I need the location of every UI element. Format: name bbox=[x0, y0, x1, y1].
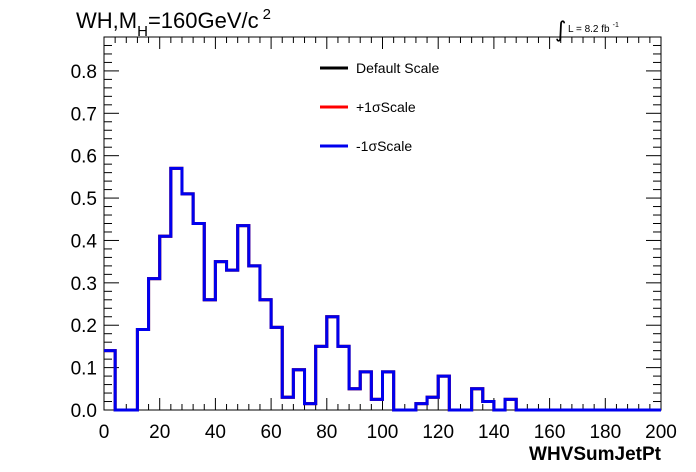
y-tick-label: 0.6 bbox=[71, 147, 97, 168]
legend-label-1: +1σScale bbox=[356, 99, 416, 115]
title-main: WH,M bbox=[76, 8, 137, 33]
y-tick-label: 0.2 bbox=[71, 316, 97, 337]
y-tick-label: 0.7 bbox=[71, 104, 97, 125]
y-tick-label: 0.3 bbox=[71, 274, 97, 295]
x-tick-label: 120 bbox=[422, 422, 454, 443]
y-tick-label: 0.0 bbox=[71, 401, 97, 422]
y-tick-label: 0.4 bbox=[71, 231, 98, 252]
x-tick-label: 140 bbox=[478, 422, 510, 443]
x-tick-label: 20 bbox=[149, 422, 170, 443]
y-tick-label: 0.1 bbox=[71, 359, 97, 380]
series-line-2 bbox=[104, 166, 661, 412]
x-tick-label: 160 bbox=[534, 422, 566, 443]
axis-tick-labels: 0 20 40 60 80 100 120 140 160 180 200 0.0 0.1 0.2 0.3 0… bbox=[71, 62, 677, 443]
x-tick-label: 200 bbox=[645, 422, 677, 443]
x-tick-label: 180 bbox=[589, 422, 621, 443]
lumi-superscript: -1 bbox=[613, 22, 619, 29]
x-tick-label: 40 bbox=[205, 422, 226, 443]
lumi-label: L = 8.2 fb -1 bbox=[568, 22, 619, 35]
lumi-text: L = 8.2 fb bbox=[568, 24, 610, 35]
lumi-integral-sign: ∫ bbox=[555, 18, 566, 43]
x-tick-label: 100 bbox=[367, 422, 399, 443]
chart-title: WH,MH=160GeV/c 2 bbox=[76, 6, 271, 40]
y-tick-label: 0.5 bbox=[71, 189, 97, 210]
legend-label-2: -1σScale bbox=[356, 138, 412, 154]
x-tick-label: 60 bbox=[261, 422, 282, 443]
legend: Default Scale +1σScale -1σScale bbox=[320, 60, 439, 154]
title-subscript: H bbox=[137, 23, 148, 40]
title-rest: =160GeV/c bbox=[148, 8, 259, 33]
legend-label-0: Default Scale bbox=[356, 60, 439, 76]
x-tick-label: 80 bbox=[316, 422, 337, 443]
series-layer bbox=[104, 166, 661, 412]
y-tick-label: 0.8 bbox=[71, 62, 97, 83]
x-tick-label: 0 bbox=[99, 422, 110, 443]
x-axis-label: WHVSumJetPt bbox=[529, 444, 662, 465]
title-superscript: 2 bbox=[263, 6, 271, 23]
